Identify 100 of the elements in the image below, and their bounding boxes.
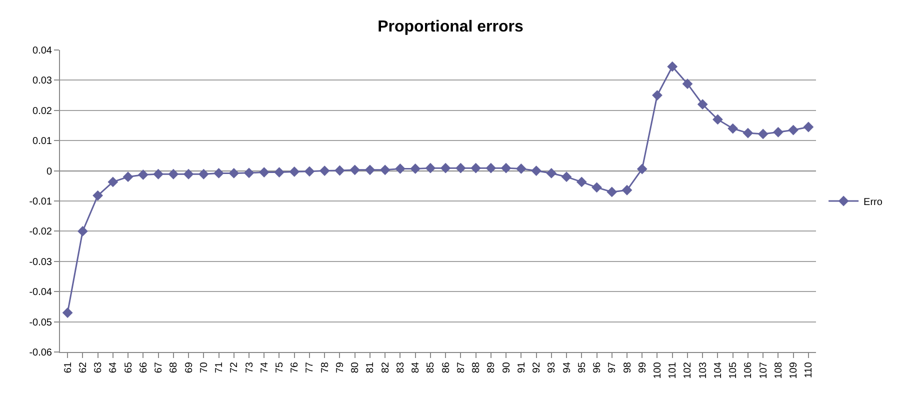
point <box>289 166 300 177</box>
x-tick-label: 80 <box>350 362 362 374</box>
y-tick-label: 0.01 <box>32 136 52 148</box>
y-tick-label: -0.06 <box>29 348 52 358</box>
x-tick-label: 74 <box>259 362 270 374</box>
point <box>228 168 240 178</box>
point <box>516 163 526 174</box>
x-tick-label: 83 <box>395 362 406 374</box>
x-tick-label: 108 <box>773 362 784 379</box>
point <box>92 190 103 201</box>
x-tick-label: 100 <box>652 362 664 379</box>
y-tick-label: 0.02 <box>32 106 52 117</box>
x-tick-label: 103 <box>698 362 709 379</box>
point <box>667 61 678 72</box>
x-tick-label: 87 <box>456 362 467 374</box>
x-tick-label: 90 <box>501 362 512 374</box>
x-tick-label: 61 <box>62 362 74 374</box>
point <box>153 168 164 180</box>
x-tick-label: 106 <box>743 362 754 379</box>
y-tick-label: -0.05 <box>29 317 52 328</box>
x-tick-label: 107 <box>758 362 770 379</box>
point <box>470 162 481 174</box>
point <box>319 166 330 176</box>
x-tick-label: 75 <box>274 362 286 374</box>
x-tick-label: 84 <box>410 362 422 374</box>
point <box>364 164 376 176</box>
point <box>425 162 436 174</box>
y-tick-label: 0 <box>46 166 52 178</box>
x-tick-label: 110 <box>804 362 815 378</box>
x-tick-label: 105 <box>728 362 740 379</box>
x-tick-label: 70 <box>198 362 210 374</box>
x-tick-label: 68 <box>168 362 180 374</box>
y-tick-label: 0.03 <box>32 76 52 87</box>
point <box>244 168 254 178</box>
x-tick-label: 109 <box>788 362 800 379</box>
x-tick-label: 64 <box>108 362 120 374</box>
x-tick-label: 85 <box>426 362 437 374</box>
x-tick-label: 73 <box>244 362 256 374</box>
point <box>682 78 693 90</box>
y-tick-label: -0.04 <box>29 287 52 298</box>
point <box>138 170 148 180</box>
point <box>183 168 194 180</box>
point <box>274 167 284 178</box>
x-tick-label: 82 <box>380 362 392 374</box>
point <box>486 162 496 174</box>
point <box>62 308 73 318</box>
point <box>742 128 754 138</box>
x-tick-label: 99 <box>637 362 648 374</box>
point <box>636 164 648 174</box>
point <box>122 172 134 182</box>
x-tick-label: 66 <box>138 362 150 374</box>
point <box>592 182 602 193</box>
point <box>606 186 618 198</box>
point <box>304 166 315 177</box>
x-tick-label: 62 <box>78 362 89 374</box>
point <box>728 123 738 134</box>
point <box>758 128 768 140</box>
x-tick-label: 92 <box>532 362 543 374</box>
x-tick-label: 71 <box>214 362 226 374</box>
point <box>576 176 587 188</box>
x-tick-label: 102 <box>682 362 694 379</box>
x-tick-label: 81 <box>365 362 376 374</box>
x-tick-label: 97 <box>607 362 618 374</box>
x-tick-label: 96 <box>592 362 604 374</box>
y-tick-label: -0.02 <box>29 226 52 238</box>
x-tick-label: 94 <box>562 362 573 374</box>
point <box>410 163 421 174</box>
point <box>108 176 118 188</box>
point <box>350 164 360 176</box>
point <box>697 99 708 110</box>
x-tick-label: 76 <box>290 362 301 374</box>
point <box>198 168 209 180</box>
point <box>258 167 270 178</box>
point <box>546 168 557 178</box>
x-tick-label: 86 <box>440 362 452 374</box>
y-tick-label: 0.04 <box>32 46 52 56</box>
x-tick-label: 78 <box>320 362 331 374</box>
point <box>788 124 799 136</box>
point <box>214 168 224 178</box>
chart-title: Proportional errors <box>378 18 524 36</box>
legend-label: Erro <box>864 196 883 208</box>
x-tick-label: 93 <box>546 362 558 374</box>
x-tick-label: 98 <box>622 362 634 374</box>
point <box>380 164 390 176</box>
point <box>622 184 632 196</box>
x-tick-label: 88 <box>471 362 482 374</box>
y-tick-label: -0.03 <box>29 256 52 268</box>
x-tick-label: 101 <box>668 362 679 379</box>
point <box>77 226 88 236</box>
point <box>531 166 542 176</box>
point <box>168 168 179 180</box>
point <box>773 126 784 138</box>
x-tick-label: 104 <box>712 362 724 379</box>
point <box>455 162 466 174</box>
y-tick-label: -0.01 <box>29 196 52 208</box>
point <box>652 90 662 100</box>
x-tick-label: 95 <box>576 362 588 374</box>
point <box>803 122 814 132</box>
point <box>500 162 512 174</box>
x-tick-label: 91 <box>516 362 528 374</box>
